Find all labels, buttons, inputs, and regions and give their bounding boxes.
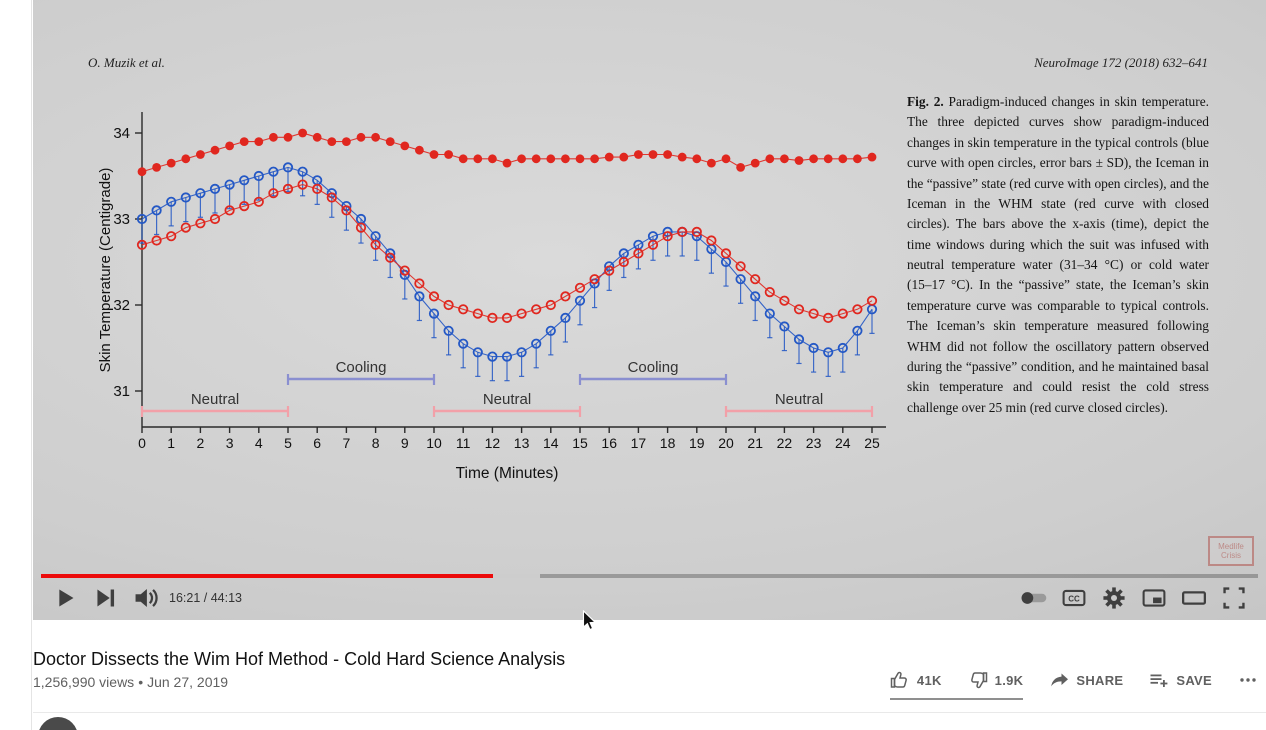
video-actions: 41K 1.9K SHARE bbox=[889, 670, 1258, 700]
svg-text:Time (Minutes): Time (Minutes) bbox=[456, 465, 559, 482]
theater-button[interactable] bbox=[1174, 580, 1214, 616]
autoplay-toggle-icon bbox=[1021, 592, 1047, 604]
rating-group: 41K 1.9K bbox=[889, 670, 1024, 700]
player-controls: 16:21 / 44:13 CC bbox=[33, 570, 1266, 620]
svg-text:20: 20 bbox=[718, 435, 734, 451]
share-icon bbox=[1051, 673, 1069, 687]
thumbs-down-icon bbox=[970, 672, 987, 689]
video-player[interactable]: O. Muzik et al. NeuroImage 172 (2018) 63… bbox=[33, 0, 1266, 620]
svg-text:Cooling: Cooling bbox=[336, 359, 387, 376]
svg-text:14: 14 bbox=[543, 435, 559, 451]
svg-text:0: 0 bbox=[138, 435, 146, 451]
svg-text:Skin Temperature (Centigrade): Skin Temperature (Centigrade) bbox=[99, 168, 114, 373]
like-ratio-bar bbox=[889, 698, 1024, 700]
meta-separator: • bbox=[138, 674, 144, 690]
svg-text:19: 19 bbox=[689, 435, 705, 451]
svg-text:24: 24 bbox=[835, 435, 851, 451]
share-button[interactable]: SHARE bbox=[1049, 670, 1123, 690]
svg-text:13: 13 bbox=[514, 435, 530, 451]
upload-date: Jun 27, 2019 bbox=[147, 674, 229, 690]
share-label: SHARE bbox=[1076, 672, 1124, 688]
svg-text:18: 18 bbox=[660, 435, 676, 451]
svg-text:31: 31 bbox=[113, 383, 130, 400]
figure-caption-lead: Fig. 2. bbox=[907, 94, 944, 109]
svg-text:17: 17 bbox=[631, 435, 647, 451]
video-title: Doctor Dissects the Wim Hof Method - Col… bbox=[33, 649, 566, 670]
like-count: 41K bbox=[916, 672, 942, 688]
more-icon bbox=[1240, 678, 1256, 682]
svg-text:15: 15 bbox=[572, 435, 588, 451]
svg-text:34: 34 bbox=[113, 125, 130, 142]
svg-text:4: 4 bbox=[255, 435, 263, 451]
time-display: 16:21 / 44:13 bbox=[169, 591, 242, 605]
progress-played bbox=[41, 574, 493, 578]
svg-text:2: 2 bbox=[197, 435, 205, 451]
fullscreen-button[interactable] bbox=[1214, 580, 1254, 616]
svg-text:23: 23 bbox=[806, 435, 822, 451]
watermark-line2: Crisis bbox=[1221, 551, 1241, 560]
figure-caption: Fig. 2. Paradigm-induced changes in skin… bbox=[907, 92, 1209, 418]
theater-icon bbox=[1182, 591, 1206, 605]
svg-text:11: 11 bbox=[456, 435, 471, 451]
fullscreen-icon bbox=[1223, 587, 1245, 609]
progress-bar[interactable] bbox=[41, 574, 1258, 578]
dislike-count: 1.9K bbox=[994, 672, 1024, 688]
save-label: SAVE bbox=[1176, 672, 1212, 688]
svg-text:9: 9 bbox=[401, 435, 409, 451]
page-left-gutter bbox=[0, 0, 32, 730]
next-button[interactable] bbox=[85, 580, 125, 616]
section-divider bbox=[33, 712, 1266, 713]
svg-text:8: 8 bbox=[372, 435, 380, 451]
svg-text:25: 25 bbox=[864, 435, 880, 451]
svg-text:Neutral: Neutral bbox=[191, 391, 239, 408]
miniplayer-icon bbox=[1142, 589, 1166, 607]
control-row: 16:21 / 44:13 CC bbox=[45, 580, 1254, 616]
svg-text:10: 10 bbox=[426, 435, 442, 451]
play-button[interactable] bbox=[45, 580, 85, 616]
playlist-add-icon bbox=[1150, 674, 1168, 687]
more-actions-button[interactable] bbox=[1238, 670, 1258, 690]
svg-text:Neutral: Neutral bbox=[775, 391, 823, 408]
channel-avatar[interactable] bbox=[38, 717, 78, 730]
like-button[interactable]: 41K bbox=[890, 670, 942, 690]
watermark-line1: Medlife bbox=[1218, 541, 1244, 551]
svg-text:5: 5 bbox=[284, 435, 292, 451]
next-icon bbox=[97, 589, 115, 607]
play-icon bbox=[59, 589, 74, 607]
svg-text:12: 12 bbox=[485, 435, 501, 451]
svg-text:Cooling: Cooling bbox=[628, 359, 679, 376]
settings-button[interactable] bbox=[1094, 580, 1134, 616]
save-button[interactable]: SAVE bbox=[1149, 670, 1212, 690]
volume-icon bbox=[135, 589, 158, 607]
dislike-button[interactable]: 1.9K bbox=[968, 670, 1024, 690]
svg-text:33: 33 bbox=[113, 211, 130, 228]
svg-text:6: 6 bbox=[313, 435, 321, 451]
svg-text:Neutral: Neutral bbox=[483, 391, 531, 408]
svg-text:21: 21 bbox=[747, 435, 763, 451]
video-meta: 1,256,990 views • Jun 27, 2019 bbox=[33, 674, 228, 690]
svg-text:CC: CC bbox=[1068, 594, 1080, 603]
paper-author-header: O. Muzik et al. bbox=[88, 55, 165, 70]
channel-watermark[interactable]: Medlife Crisis bbox=[1208, 536, 1254, 566]
svg-text:3: 3 bbox=[226, 435, 234, 451]
gear-icon bbox=[1103, 587, 1125, 609]
paper-journal-header: NeuroImage 172 (2018) 632–641 bbox=[1034, 55, 1208, 70]
autoplay-toggle[interactable] bbox=[1014, 580, 1054, 616]
svg-text:32: 32 bbox=[113, 297, 130, 314]
svg-text:7: 7 bbox=[343, 435, 351, 451]
thumbs-up-icon bbox=[890, 671, 907, 688]
captions-icon: CC bbox=[1062, 589, 1086, 607]
view-count: 1,256,990 views bbox=[33, 674, 135, 690]
svg-text:22: 22 bbox=[777, 435, 793, 451]
figure-caption-body: Paradigm-induced changes in skin tempera… bbox=[907, 94, 1210, 415]
miniplayer-button[interactable] bbox=[1134, 580, 1174, 616]
svg-text:1: 1 bbox=[167, 435, 175, 451]
captions-button[interactable]: CC bbox=[1054, 580, 1094, 616]
volume-button[interactable] bbox=[125, 580, 165, 616]
svg-text:16: 16 bbox=[601, 435, 617, 451]
